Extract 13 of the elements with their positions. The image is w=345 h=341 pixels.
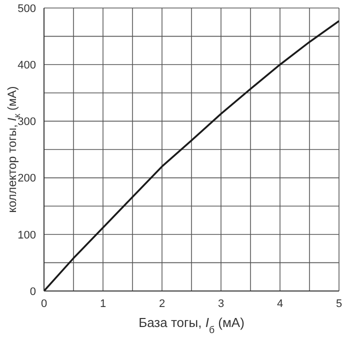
x-axis-title: База тогы, I$_{б}$ (мА) — [138, 315, 244, 336]
x-tick-label: 1 — [100, 298, 106, 310]
y-tick-label: 0 — [30, 286, 36, 298]
y-tick-label: 500 — [18, 2, 36, 15]
y-tick-label: 200 — [18, 172, 36, 185]
y-tick-label: 100 — [18, 229, 36, 242]
x-tick-label: 4 — [276, 298, 284, 310]
x-tick-label: 5 — [336, 298, 342, 310]
x-tick-label: 2 — [158, 298, 166, 310]
x-tick-label: 0 — [40, 298, 48, 310]
y-tick-label: 300 — [18, 116, 36, 128]
x-tick-label: 3 — [218, 298, 224, 310]
y-tick-label: 400 — [18, 60, 36, 72]
